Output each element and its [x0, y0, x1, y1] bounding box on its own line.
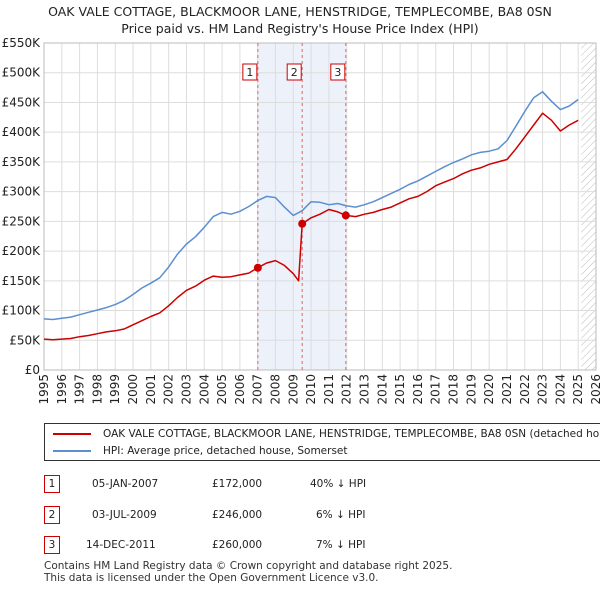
sale-label-box: [286, 63, 302, 81]
x-tick-label: 2003: [179, 374, 193, 405]
y-tick-label: £550K: [2, 36, 42, 50]
transaction-number-badge: 1: [44, 475, 60, 493]
shaded-band: [257, 43, 303, 370]
footer: Contains HM Land Registry data © Crown c…: [44, 560, 452, 584]
sale-point: [253, 263, 262, 272]
footer-licence: This data is licensed under the Open Gov…: [44, 572, 379, 584]
legend-blue-swatch: [53, 450, 91, 452]
legend-property-label: OAK VALE COTTAGE, BLACKMOOR LANE, HENSTR…: [103, 428, 600, 440]
transaction-date: 05-JAN-2007: [92, 478, 159, 490]
x-tick-label: 2026: [589, 374, 600, 405]
sale-label-box: [242, 63, 258, 81]
y-tick-label: £150K: [2, 274, 42, 288]
x-tick-label: 2010: [304, 374, 318, 405]
x-tick-label: 1995: [37, 374, 51, 405]
x-tick-label: 2006: [233, 374, 247, 405]
x-tick-label: 2017: [429, 374, 443, 405]
x-tick-label: 2007: [251, 374, 265, 405]
x-tick-label: 2021: [500, 374, 514, 405]
x-tick-label: 1998: [90, 374, 104, 405]
y-tick-label: £100K: [2, 304, 42, 318]
x-tick-label: 2004: [197, 374, 211, 405]
forecast-hatch: [581, 43, 596, 370]
sale-point: [298, 219, 307, 228]
legend-red-swatch: [53, 433, 91, 435]
legend: OAK VALE COTTAGE, BLACKMOOR LANE, HENSTR…: [44, 423, 600, 461]
sale-label-number: 2: [291, 66, 298, 79]
x-tick-label: 2022: [518, 374, 532, 405]
x-tick-label: 2024: [553, 374, 567, 405]
transaction-price: £246,000: [212, 509, 263, 521]
x-tick-label: 2001: [144, 374, 158, 405]
y-tick-label: £50K: [9, 333, 41, 347]
x-tick-label: 2018: [447, 374, 461, 405]
transaction-price: £172,000: [212, 478, 263, 490]
x-tick-label: 2015: [393, 374, 407, 405]
x-tick-label: 2016: [411, 374, 425, 405]
x-tick-label: 2008: [268, 374, 282, 405]
x-tick-label: 2014: [375, 374, 389, 405]
legend-item-property: OAK VALE COTTAGE, BLACKMOOR LANE, HENSTR…: [45, 426, 600, 442]
property-price-line: [44, 112, 579, 341]
x-tick-label: 2011: [322, 374, 336, 405]
shaded-band: [302, 43, 346, 370]
x-tick-label: 2025: [571, 374, 585, 405]
transaction-number-badge: 3: [44, 536, 60, 554]
footer-copyright: Contains HM Land Registry data © Crown c…: [44, 560, 453, 572]
chart-title-line2: Price paid vs. HM Land Registry's House …: [121, 21, 479, 36]
hpi-line: [44, 91, 579, 321]
transaction-hpi-diff: 40% ↓ HPI: [310, 478, 367, 490]
x-tick-label: 2002: [162, 374, 176, 405]
y-tick-label: £500K: [2, 66, 42, 80]
y-tick-label: £250K: [2, 214, 42, 228]
legend-hpi-label: HPI: Average price, detached house, Some…: [103, 445, 348, 457]
y-tick-label: £400K: [2, 125, 42, 139]
y-tick-label: £450K: [2, 95, 42, 109]
y-tick-label: £300K: [2, 185, 42, 199]
x-tick-label: 2023: [536, 374, 550, 405]
y-tick-label: £0: [25, 363, 40, 377]
sale-label-number: 1: [246, 66, 253, 79]
x-tick-label: 2019: [464, 374, 478, 405]
plot-frame: [43, 42, 597, 371]
x-tick-label: 2012: [340, 374, 354, 405]
x-tick-label: 1996: [55, 374, 69, 405]
x-tick-label: 1997: [73, 374, 87, 405]
transaction-date: 14-DEC-2011: [86, 539, 156, 551]
legend-item-hpi: HPI: Average price, detached house, Some…: [45, 443, 348, 459]
transaction-date: 03-JUL-2009: [92, 509, 157, 521]
x-tick-label: 2000: [126, 374, 140, 405]
transaction-hpi-diff: 7% ↓ HPI: [316, 539, 366, 551]
y-tick-label: £200K: [2, 244, 42, 258]
chart-title-line1: OAK VALE COTTAGE, BLACKMOOR LANE, HENSTR…: [48, 4, 552, 19]
transaction-price: £260,000: [212, 539, 263, 551]
price-chart: £0 £50K £100K £150K £200K £250K £300K £350K £400…: [2, 36, 600, 405]
x-tick-label: 2009: [286, 374, 300, 405]
sale-point: [341, 211, 350, 220]
sale-label-number: 3: [334, 66, 341, 79]
x-tick-label: 2005: [215, 374, 229, 405]
x-tick-label: 2013: [358, 374, 372, 405]
x-tick-label: 2020: [482, 374, 496, 405]
transaction-hpi-diff: 6% ↓ HPI: [316, 509, 366, 521]
y-tick-label: £350K: [2, 155, 42, 169]
transaction-number-badge: 2: [44, 506, 60, 524]
sale-label-box: [330, 63, 346, 81]
x-tick-label: 1999: [108, 374, 122, 405]
